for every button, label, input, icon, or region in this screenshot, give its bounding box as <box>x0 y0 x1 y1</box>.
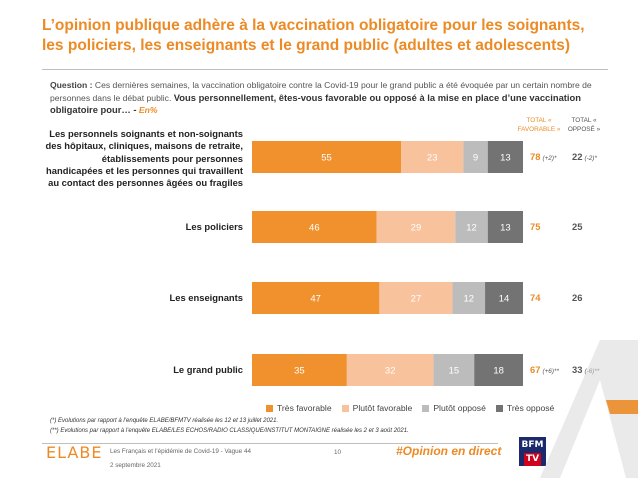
row-label: Le grand public <box>173 364 243 375</box>
bar-segment <box>455 211 488 243</box>
bar-segment <box>252 141 402 173</box>
bar-segment <box>485 282 523 314</box>
bar-value-label: 27 <box>411 294 422 305</box>
total-oppose-number: 33 <box>572 364 583 375</box>
total-favorable-number: 67 <box>530 364 541 375</box>
favorable-evolution: (+2)* <box>542 155 557 162</box>
total-oppose-value: 22 (-2)* <box>572 151 597 162</box>
question-bold-text: Vous personnellement, êtes-vous favorabl… <box>50 91 581 116</box>
total-favorable-number: 75 <box>530 221 541 232</box>
bar-value-label: 13 <box>500 153 511 164</box>
bar-segment <box>433 354 475 386</box>
bar-value-label: 12 <box>466 223 477 234</box>
legend-label: Très favorable <box>277 403 332 413</box>
bar-value-label: 47 <box>310 294 321 305</box>
bar-segment <box>452 282 486 314</box>
total-favorable-value: 75 <box>530 221 540 232</box>
bar-segment <box>487 211 523 243</box>
bar-value-label: 15 <box>449 366 460 377</box>
footer-divider <box>42 443 498 444</box>
bar-value-label: 35 <box>294 366 305 377</box>
legend-swatch <box>422 404 430 412</box>
bar-segment <box>474 354 523 386</box>
total-oppose-number: 22 <box>572 151 583 162</box>
question-label: Question : <box>50 80 93 90</box>
total-favorable-value: 74 <box>530 292 540 303</box>
oppose-evolution: (-2)* <box>584 155 597 162</box>
legend-item: Très favorable <box>266 403 332 413</box>
legend-swatch <box>266 404 273 412</box>
total-oppose-number: 26 <box>572 292 583 303</box>
study-name: Les Français et l’épidémie de Covid-19 -… <box>110 448 251 455</box>
bar-value-label: 29 <box>411 223 422 234</box>
bar-value-label: 55 <box>321 153 332 164</box>
legend-label: Très opposé <box>506 403 555 413</box>
bar-value-label: 46 <box>309 223 320 234</box>
question-unit: En% <box>138 105 158 116</box>
study-date: 2 septembre 2021 <box>110 462 161 469</box>
page-title: L’opinion publique adhère à la vaccinati… <box>42 17 585 54</box>
total-favorable-number: 74 <box>530 292 541 303</box>
elabe-logo: ELABE <box>46 443 103 462</box>
title-divider <box>42 69 608 70</box>
total-favorable-header: TOTAL « FAVORABLE » <box>517 117 561 133</box>
legend-item: Plutôt opposé <box>422 403 486 413</box>
chart-legend: Très favorable Plutôt favorable Plutôt opp… <box>0 403 638 413</box>
legend-swatch <box>495 404 503 412</box>
footnote-1: (*) Evolutions par rapport à l’enquête E… <box>50 418 279 424</box>
page-number: 10 <box>334 449 342 456</box>
legend-swatch <box>341 404 349 412</box>
bar-segment <box>463 141 488 173</box>
legend-item: Très opposé <box>495 403 555 413</box>
hashtag: #Opinion en direct <box>396 444 502 458</box>
decorative-a-shape <box>540 340 638 478</box>
bar-segment <box>487 141 523 173</box>
bfmtv-logo: BFM TV <box>519 437 546 466</box>
total-favorable-value: 78 (+2)* <box>530 151 556 162</box>
legend-label: Plutôt favorable <box>352 403 413 413</box>
bar-value-label: 32 <box>385 366 396 377</box>
total-oppose-value: 26 <box>572 292 582 303</box>
bar-value-label: 14 <box>499 294 510 305</box>
bar-segment <box>252 282 380 314</box>
bar-segment <box>376 211 456 243</box>
legend-label: Plutôt opposé <box>433 403 486 413</box>
row-label: Les enseignants <box>169 292 243 303</box>
row-label: Les policiers <box>185 221 243 232</box>
bfm-logo-bottom: TV <box>523 453 542 466</box>
total-oppose-value: 25 <box>572 221 582 232</box>
question-text: Ces dernières semaines, la vaccination o… <box>50 80 592 103</box>
bar-value-label: 13 <box>500 223 511 234</box>
footnote-2: (**) Evolutions par rapport à l’enquête … <box>50 428 409 434</box>
bar-segment <box>401 141 464 173</box>
bar-value-label: 9 <box>473 153 478 164</box>
bar-value-label: 18 <box>493 366 504 377</box>
bar-value-label: 23 <box>427 153 438 164</box>
total-favorable-number: 78 <box>530 151 541 162</box>
bar-value-label: 12 <box>464 294 475 305</box>
legend-item: Plutôt favorable <box>341 403 413 413</box>
bar-segment <box>252 354 347 386</box>
bar-segment <box>346 354 434 386</box>
bar-segment <box>379 282 453 314</box>
total-favorable-value: 67 (+6)** <box>530 364 559 375</box>
total-oppose-number: 25 <box>572 221 583 232</box>
survey-question: Question : Ces dernières semaines, la va… <box>50 79 606 117</box>
row-label: Les personnels soignants et non-soignant… <box>45 128 243 189</box>
bfm-logo-top: BFM <box>521 440 544 450</box>
total-oppose-header: TOTAL « OPPOSÉ » <box>567 117 601 133</box>
favorable-evolution: (+6)** <box>542 368 559 375</box>
bar-segment <box>252 211 377 243</box>
